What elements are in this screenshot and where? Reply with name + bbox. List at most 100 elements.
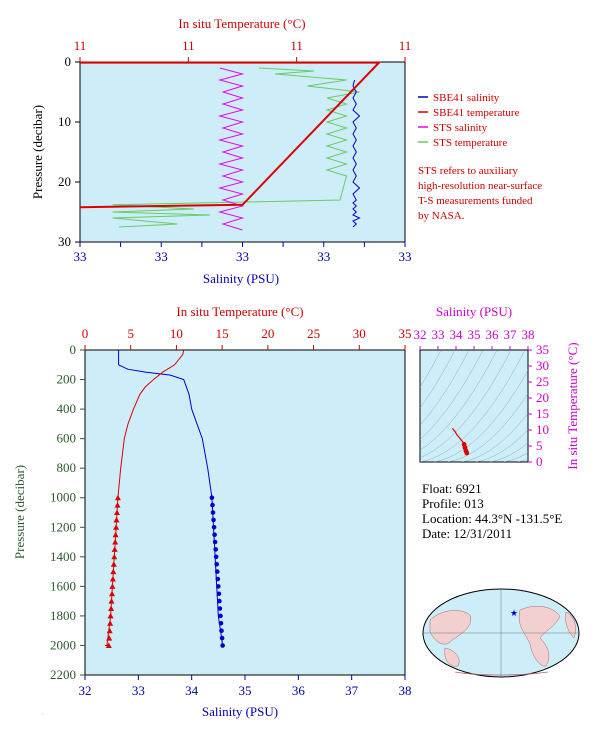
top-series xyxy=(79,61,382,231)
note-line-2: high-resolution near-surface xyxy=(418,180,542,192)
map-land-europe-africa xyxy=(565,611,576,639)
main-temperature-point xyxy=(114,494,121,501)
top-pressure-tick-label: 10 xyxy=(58,114,71,129)
ts-temp-tick-label: 25 xyxy=(536,374,549,389)
main-temp-tick-label: 0 xyxy=(82,326,89,341)
main-salinity-axis-label: Salinity (PSU) xyxy=(202,704,278,719)
ts-salinity-tick-label: 36 xyxy=(486,327,500,342)
main-pressure-axis-label: Pressure (decibar) xyxy=(12,465,27,559)
main-temp-tick-label: 35 xyxy=(399,326,412,341)
profile-number: Profile: 013 xyxy=(422,496,484,511)
top-salinity-axis-label: Salinity (PSU) xyxy=(203,271,279,286)
main-salinity-point xyxy=(217,598,222,604)
float-id: Float: 6921 xyxy=(422,481,482,496)
main-salinity-tick-label: 32 xyxy=(79,683,92,698)
main-temp-axis-label: In situ Temperature (°C) xyxy=(176,304,303,319)
main-panel: In situ Temperature (°C) 0 5 10 15 20 25 30 35 … xyxy=(12,304,412,719)
main-salinity-point xyxy=(212,532,217,537)
main-temp-tick-label: 15 xyxy=(216,326,229,341)
main-temp-ticks: 0 5 10 15 20 25 30 35 xyxy=(82,326,412,350)
main-salinity-point xyxy=(215,569,220,574)
top-pressure-tick-label: 20 xyxy=(58,174,71,189)
top-panel: In situ Temperature (°C) 11 11 11 11 33 33 33… xyxy=(30,16,542,286)
ts-isopycnal xyxy=(475,429,528,462)
footer-fineprint: · xyxy=(42,712,43,717)
top-pressure-tick-label: 0 xyxy=(65,54,72,69)
ts-isopycnal xyxy=(433,370,528,462)
ts-salinity-axis-label: Salinity (PSU) xyxy=(436,304,512,319)
float-position-marker: ★ xyxy=(510,608,518,618)
main-salinity-point xyxy=(218,613,223,619)
top-pressure-axis-label: Pressure (decibar) xyxy=(30,105,45,199)
location: Location: 44.3°N -131.5°E xyxy=(422,511,562,526)
ts-isopycnal xyxy=(420,350,484,440)
legend-sts-salinity: STS salinity xyxy=(433,122,488,134)
main-pressure-tick-label: 800 xyxy=(57,460,77,475)
main-salinity-point xyxy=(216,591,222,597)
map-graticule xyxy=(423,589,579,677)
top-series-sbe41-temperature xyxy=(79,61,382,209)
main-temp-tick-label: 5 xyxy=(127,326,134,341)
main-temperature-point xyxy=(106,635,113,641)
main-salinity-tick-label: 37 xyxy=(345,683,359,698)
main-pressure-tick-label: 2000 xyxy=(50,637,76,652)
main-temp-tick-label: 20 xyxy=(261,326,274,341)
ts-isopycnal xyxy=(503,452,528,462)
main-salinity-point xyxy=(213,554,219,560)
main-salinity-point xyxy=(209,495,215,501)
top-series-sts-salinity xyxy=(217,67,245,231)
date: Date: 12/31/2011 xyxy=(422,526,512,541)
top-salinity-tick-label: 33 xyxy=(155,249,168,264)
ts-temp-tick-label: 30 xyxy=(536,358,549,373)
ts-isopycnal xyxy=(420,350,456,409)
ts-temp-tick-label: 0 xyxy=(536,454,543,469)
main-temperature-point xyxy=(106,627,113,634)
main-salinity-point xyxy=(218,621,224,626)
ts-isopycnal xyxy=(447,393,528,462)
main-salinity-point xyxy=(217,606,223,611)
main-salinity-point xyxy=(212,539,218,545)
main-salinity-point xyxy=(219,635,225,641)
main-temperature-point xyxy=(114,502,121,508)
ts-temp-axis-label: In situ Temperature (°C) xyxy=(565,342,580,469)
ts-salinity-tick-label: 37 xyxy=(504,327,518,342)
note-line-4: by NASA. xyxy=(418,210,465,222)
top-pressure-tick-label: 30 xyxy=(58,234,71,249)
main-pressure-tick-label: 1800 xyxy=(50,608,76,623)
top-salinity-tick-label: 33 xyxy=(74,249,87,264)
top-legend: SBE41 salinity SBE41 temperature STS sal… xyxy=(418,92,520,149)
main-salinity-point xyxy=(215,576,221,582)
top-temp-tick-label: 11 xyxy=(74,38,87,53)
ts-isopycnal xyxy=(420,350,498,451)
main-salinity-tick-label: 33 xyxy=(132,683,145,698)
main-pressure-tick-label: 1600 xyxy=(50,578,76,593)
main-pressure-ticks: 0 200 400 600 800 1000 1200 1400 1600 1800 2000 220… xyxy=(50,342,85,682)
ts-plot-area xyxy=(419,349,529,463)
ts-temp-tick-label: 15 xyxy=(536,406,549,421)
main-temperature-point xyxy=(108,598,115,604)
main-salinity-tick-label: 36 xyxy=(292,683,306,698)
main-temperature-point xyxy=(108,605,115,611)
ts-temp-tick-label: 10 xyxy=(536,422,549,437)
main-pressure-tick-label: 2200 xyxy=(50,667,76,682)
main-pressure-tick-label: 400 xyxy=(57,401,77,416)
main-temperature-point xyxy=(107,612,114,619)
ts-salinity-tick-label: 32 xyxy=(414,327,427,342)
main-salinity-tick-label: 35 xyxy=(239,683,252,698)
main-salinity-point xyxy=(216,584,221,589)
top-salinity-tick-label: 33 xyxy=(236,249,249,264)
ts-panel: Salinity (PSU) 32 33 34 35 36 37 38 0510152025… xyxy=(414,304,581,470)
ts-isopycnal xyxy=(420,350,470,426)
main-temperature-point xyxy=(109,590,115,597)
map-land-asia xyxy=(429,610,472,645)
ts-temp-tick-label: 20 xyxy=(536,390,549,405)
ts-salinity-tick-label: 35 xyxy=(468,327,481,342)
top-temp-tick-label: 11 xyxy=(290,38,303,53)
main-salinity-ticks: 32 33 34 35 36 37 38 xyxy=(79,675,412,698)
ts-point xyxy=(464,450,470,456)
ts-isopycnals xyxy=(420,350,528,462)
ts-temp-tick-label: 5 xyxy=(536,438,543,453)
main-salinity-point xyxy=(210,510,216,515)
main-temperature-point xyxy=(114,509,120,515)
